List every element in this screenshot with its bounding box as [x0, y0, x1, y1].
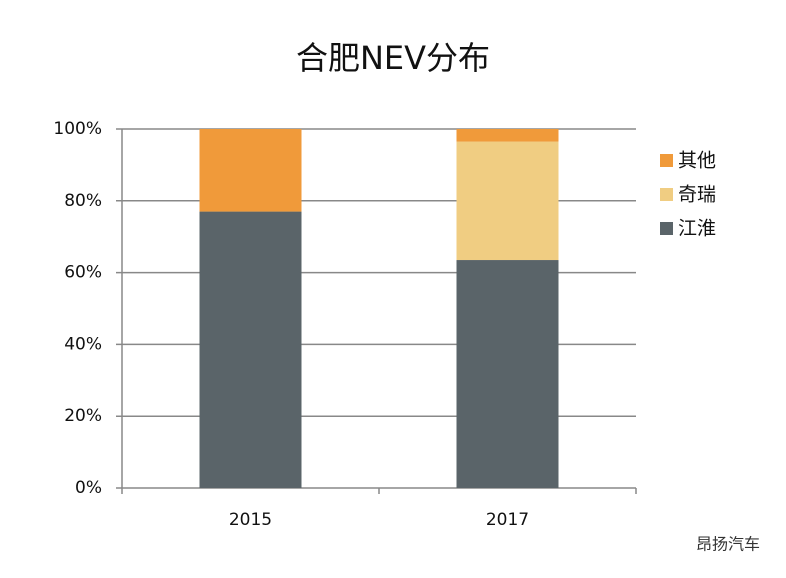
chart-title: 合肥NEV分布	[296, 39, 490, 77]
bar-segment	[456, 141, 559, 261]
y-tick-label: 0%	[75, 478, 102, 498]
watermark: 昂扬汽车	[696, 535, 760, 554]
y-tick-label: 100%	[53, 119, 102, 139]
y-tick-label: 80%	[64, 191, 102, 211]
legend-swatch	[660, 154, 673, 167]
y-tick-label: 60%	[64, 263, 102, 283]
legend-label: 江淮	[678, 218, 716, 240]
legend-swatch	[660, 222, 673, 235]
y-tick-label: 40%	[64, 334, 102, 354]
bar-segment	[199, 211, 302, 488]
bar-segment	[456, 129, 559, 142]
x-tick-label: 2017	[486, 510, 529, 530]
x-tick-label: 2015	[229, 510, 272, 530]
legend-label: 奇瑞	[678, 184, 716, 206]
legend-swatch	[660, 188, 673, 201]
legend-label: 其他	[678, 150, 716, 172]
y-tick-label: 20%	[64, 406, 102, 426]
bar-segment	[199, 129, 302, 212]
bar-segment	[456, 260, 559, 488]
